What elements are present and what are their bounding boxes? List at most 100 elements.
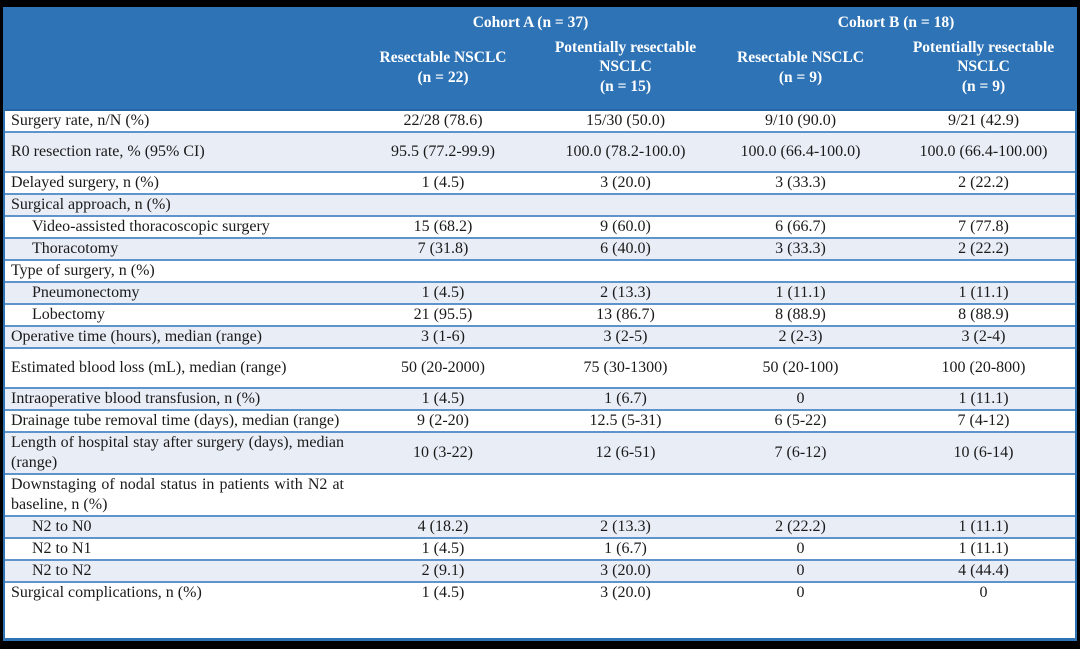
cell-value: 7 (4-12) (888, 409, 1075, 432)
table-header: Cohort A (n = 37) Cohort B (n = 18) Rese… (5, 7, 1075, 111)
column-n: (n = 15) (599, 78, 652, 95)
cell-value: 1 (4.5) (348, 281, 538, 304)
table-row: Drainage tube removal time (days), media… (5, 409, 1075, 432)
row-label: N2 to N1 (5, 537, 348, 560)
cell-value: 9 (2-20) (348, 409, 538, 432)
cell-value: 1 (6.7) (538, 387, 713, 410)
row-label: Drainage tube removal time (days), media… (5, 409, 348, 432)
table-row: Type of surgery, n (%) (5, 259, 1075, 282)
table-row: Pneumonectomy 1 (4.5) 2 (13.3) 1 (11.1) … (5, 281, 1075, 304)
header-empty-cell (5, 33, 348, 111)
cell-value: 0 (713, 537, 888, 560)
cell-value: 2 (9.1) (348, 559, 538, 582)
cell-value: 9/21 (42.9) (947, 112, 1020, 129)
cell-value (538, 259, 713, 282)
row-label: Thoracotomy (5, 237, 348, 260)
cell-value: 1 (4.5) (348, 171, 538, 194)
row-label: Lobectomy (5, 303, 348, 326)
cell-value: 12.5 (5-31) (538, 409, 713, 432)
table-row: N2 to N2 2 (9.1) 3 (20.0) 0 4 (44.4) (5, 559, 1075, 582)
row-label: Delayed surgery, n (%) (5, 171, 348, 194)
cell-value (538, 193, 713, 216)
cell-value: 9 (60.0) (538, 215, 713, 238)
table-row: N2 to N1 1 (4.5) 1 (6.7) 0 1 (11.1) (5, 537, 1075, 560)
table-row: Intraoperative blood transfusion, n (%) … (5, 387, 1075, 410)
header-col-potentially-resectable-a: Potentially resectable NSCLC (n = 15) (538, 33, 713, 111)
header-cohort-b: Cohort B (n = 18) (713, 7, 1075, 33)
row-label: Downstaging of nodal status in patients … (5, 473, 348, 516)
table-row: Delayed surgery, n (%) 1 (4.5) 3 (20.0) … (5, 171, 1075, 194)
row-label: Estimated blood loss (mL), median (range… (5, 347, 348, 388)
cell-value: 2 (22.2) (888, 237, 1075, 260)
surgery-outcomes-table-frame: Cohort A (n = 37) Cohort B (n = 18) Rese… (3, 7, 1077, 641)
table-row: Length of hospital stay after surgery (d… (5, 431, 1075, 474)
cell-value: 3 (20.0) (538, 559, 713, 582)
row-label: Length of hospital stay after surgery (d… (5, 431, 348, 474)
table-row: Surgical approach, n (%) (5, 193, 1075, 216)
cell-value: 4 (44.4) (888, 559, 1075, 582)
cell-value: 0 (888, 581, 1075, 603)
cell-value: 0 (713, 387, 888, 410)
table-row: Thoracotomy 7 (31.8) 6 (40.0) 3 (33.3) 2… (5, 237, 1075, 260)
cell-value: 15/30 (50.0) (585, 112, 666, 129)
cell-value: 6 (5-22) (713, 409, 888, 432)
cell-value (713, 473, 888, 516)
cell-value: 1 (4.5) (348, 537, 538, 560)
cell-value (713, 259, 888, 282)
cell-value: 15 (68.2) (348, 215, 538, 238)
cell-value: 3 (2-5) (538, 325, 713, 348)
cell-value: 8 (88.9) (888, 303, 1075, 326)
table-row: Operative time (hours), median (range) 3… (5, 325, 1075, 348)
row-label: Pneumonectomy (5, 281, 348, 304)
cell-value (348, 473, 538, 516)
table-row: R0 resection rate, % (95% CI) 95.5 (77.2… (5, 131, 1075, 172)
header-empty-cell (5, 7, 348, 33)
cell-value: 100.0 (66.4-100.00) (888, 131, 1075, 172)
cell-value: 2 (2-3) (713, 325, 888, 348)
row-label: Intraoperative blood transfusion, n (%) (5, 387, 348, 410)
cell-value: 100 (20-800) (888, 347, 1075, 388)
cell-value: 12 (6-51) (538, 431, 713, 474)
table-row: Estimated blood loss (mL), median (range… (5, 347, 1075, 388)
cell-value: 13 (86.7) (538, 303, 713, 326)
cell-value (348, 259, 538, 282)
cell-value: 1 (11.1) (888, 281, 1075, 304)
row-label: Video-assisted thoracoscopic surgery (5, 215, 348, 238)
row-label: N2 to N0 (5, 515, 348, 538)
table-row: Surgical complications, n (%) 1 (4.5) 3 … (5, 581, 1075, 603)
cell-value: 4 (18.2) (348, 515, 538, 538)
cell-value: 50 (20-100) (713, 347, 888, 388)
cell-value: 21 (95.5) (348, 303, 538, 326)
cell-value (888, 193, 1075, 216)
row-label: Surgical approach, n (%) (5, 193, 348, 216)
cell-value (713, 193, 888, 216)
column-title: Potentially resectable NSCLC (912, 39, 1055, 75)
cell-value: 1 (11.1) (888, 515, 1075, 538)
cell-value: 2 (13.3) (538, 281, 713, 304)
column-title: Resectable NSCLC (379, 48, 507, 66)
cell-value: 2 (13.3) (538, 515, 713, 538)
cell-value: 7 (77.8) (888, 215, 1075, 238)
table-row: Video-assisted thoracoscopic surgery 15 … (5, 215, 1075, 238)
cell-value: 1 (11.1) (713, 281, 888, 304)
column-title: Potentially resectable NSCLC (554, 39, 697, 75)
cell-value: 1 (11.1) (888, 537, 1075, 560)
cell-value: 6 (40.0) (538, 237, 713, 260)
header-col-resectable-b: Resectable NSCLC (n = 9) (713, 33, 888, 111)
cell-value: 95.5 (77.2-99.9) (348, 131, 538, 172)
cell-value (538, 473, 713, 516)
column-header-row: Resectable NSCLC (n = 22) Potentially re… (5, 33, 1075, 111)
cell-value: 9/10 (90.0) (764, 112, 837, 129)
cell-value: 100.0 (66.4-100.0) (713, 131, 888, 172)
row-label: Surgical complications, n (%) (5, 581, 348, 603)
cell-value: 1 (4.5) (348, 387, 538, 410)
cell-value: 3 (2-4) (888, 325, 1075, 348)
cell-value: 1 (4.5) (348, 581, 538, 603)
cell-value: 6 (66.7) (713, 215, 888, 238)
cell-value: 3 (33.3) (713, 237, 888, 260)
cell-value: 0 (713, 559, 888, 582)
header-col-resectable-a: Resectable NSCLC (n = 22) (348, 33, 538, 111)
cell-value: 1 (11.1) (888, 387, 1075, 410)
cell-value: 1 (6.7) (538, 537, 713, 560)
cell-value: 100.0 (78.2-100.0) (538, 131, 713, 172)
